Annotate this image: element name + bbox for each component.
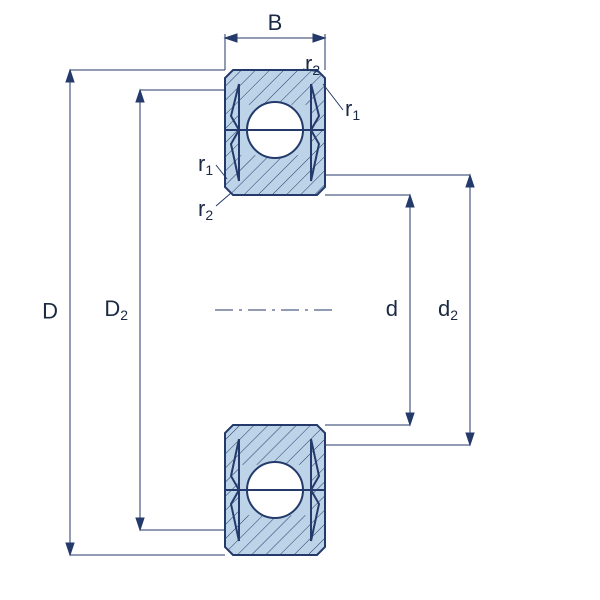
dim-d: d bbox=[386, 296, 398, 321]
label-r2-upper: r2 bbox=[305, 51, 320, 78]
label-r2-lower: r2 bbox=[198, 196, 213, 223]
dim-B: B bbox=[268, 10, 283, 35]
upper-section bbox=[225, 70, 325, 195]
label-r1-lower: r1 bbox=[198, 151, 213, 178]
dim-D: D bbox=[42, 298, 58, 323]
label-r1-upper: r1 bbox=[345, 96, 360, 123]
dim-d2: d2 bbox=[438, 296, 458, 323]
dim-D2: D2 bbox=[104, 296, 128, 323]
lower-section bbox=[225, 425, 325, 555]
